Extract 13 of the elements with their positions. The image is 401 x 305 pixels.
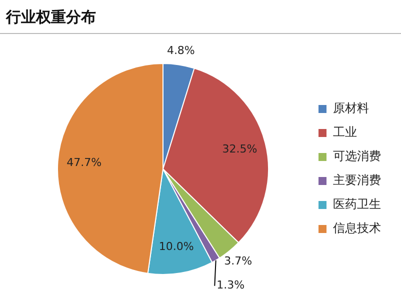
legend-label: 原材料 [333,101,369,116]
legend-label: 信息技术 [333,221,381,236]
data-label: 32.5% [222,142,258,156]
data-label: 1.3% [216,278,245,292]
data-label: 3.7% [224,254,252,268]
data-label: 10.0% [158,240,194,253]
data-label: 47.7% [66,156,102,170]
chart-title: 行业权重分布 [6,8,96,27]
legend-label: 可选消费 [333,149,381,164]
legend-label: 主要消费 [333,173,381,188]
data-label: 4.8% [166,44,195,57]
legend-label: 医药卫生 [333,197,381,212]
legend-label: 工业 [333,125,357,140]
